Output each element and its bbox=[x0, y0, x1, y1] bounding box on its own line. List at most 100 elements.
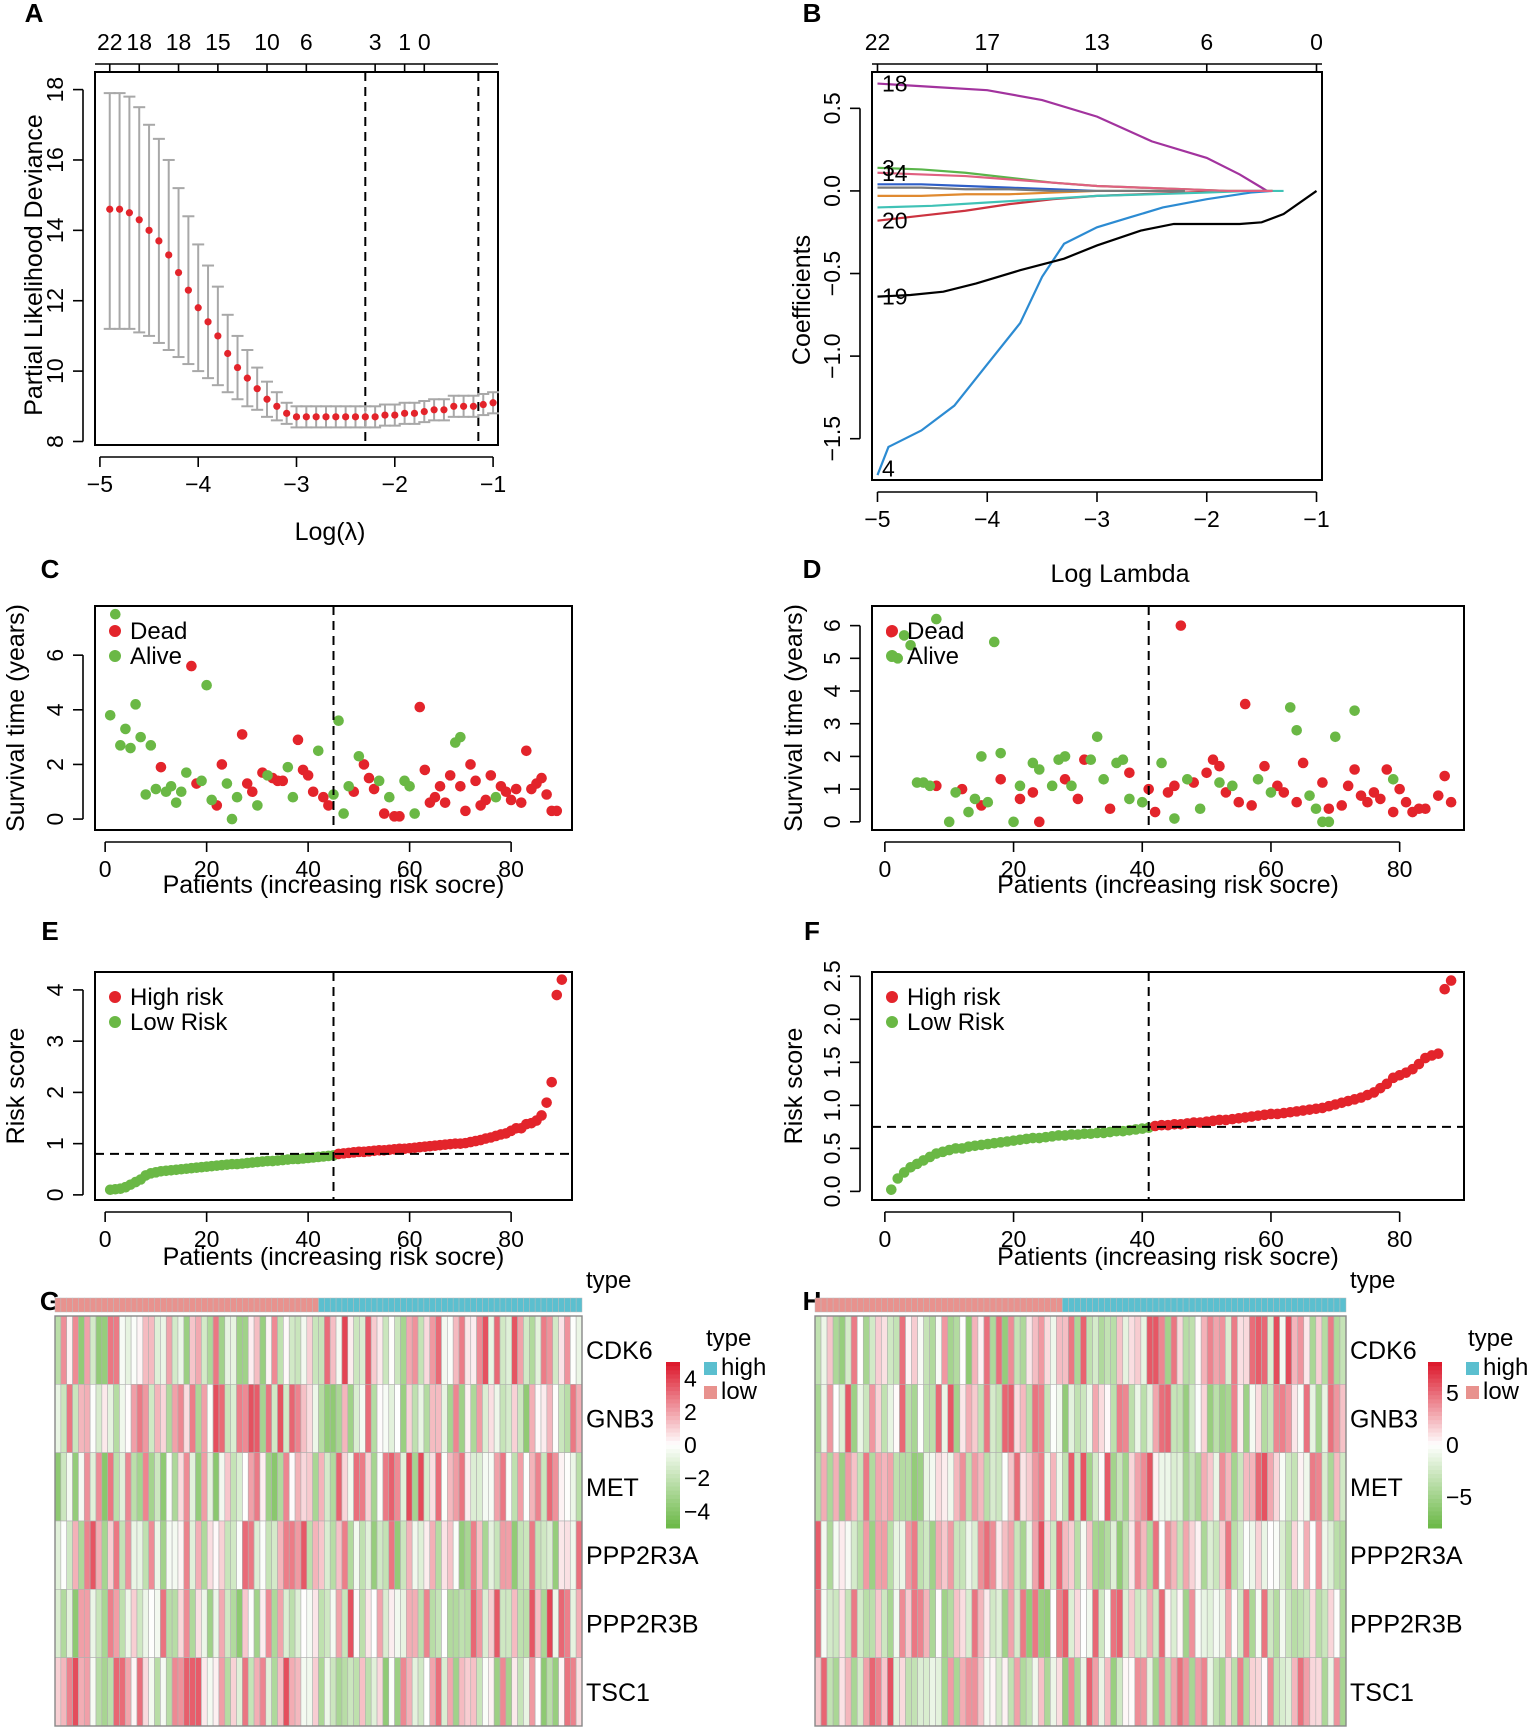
heat-cell bbox=[1068, 1520, 1075, 1590]
heat-cell bbox=[546, 1589, 554, 1658]
heat-cell bbox=[370, 1657, 378, 1727]
color-scale-step bbox=[1428, 1453, 1442, 1458]
annotation-cell bbox=[941, 1297, 948, 1313]
alive-point bbox=[373, 775, 385, 787]
heat-cell bbox=[534, 1589, 542, 1658]
mean-point bbox=[135, 216, 143, 224]
annotation-cell bbox=[224, 1297, 231, 1313]
heat-cell bbox=[1176, 1589, 1184, 1658]
heat-cell bbox=[1068, 1657, 1075, 1727]
color-scale-step bbox=[1428, 1515, 1442, 1521]
heat-cell bbox=[517, 1520, 524, 1590]
heat-cell bbox=[1212, 1520, 1220, 1590]
legend-marker bbox=[886, 1016, 898, 1028]
heat-cell bbox=[1080, 1452, 1087, 1522]
heat-cell bbox=[534, 1384, 542, 1453]
alive-point bbox=[140, 789, 152, 800]
x-tick-label: −3 bbox=[1084, 506, 1110, 532]
heat-cell bbox=[558, 1589, 565, 1658]
color-scale-step bbox=[1428, 1457, 1442, 1463]
heat-cell bbox=[977, 1520, 985, 1590]
color-scale-step bbox=[1428, 1507, 1442, 1512]
annotation-cell bbox=[230, 1297, 237, 1313]
heat-cell bbox=[1315, 1452, 1323, 1522]
heat-cell bbox=[1279, 1657, 1286, 1727]
heat-cell bbox=[1158, 1589, 1166, 1658]
heat-cell bbox=[441, 1315, 448, 1385]
heat-cell bbox=[929, 1384, 936, 1453]
heat-cell bbox=[1056, 1315, 1063, 1385]
heat-cell bbox=[1291, 1384, 1299, 1453]
heat-cell bbox=[400, 1589, 407, 1658]
heat-cell bbox=[1146, 1315, 1154, 1385]
annotation-cell bbox=[1243, 1297, 1250, 1313]
annotation-cell bbox=[259, 1297, 267, 1313]
heat-cell bbox=[218, 1315, 226, 1385]
heat-cell bbox=[1194, 1384, 1202, 1453]
heat-cell bbox=[546, 1520, 554, 1590]
heat-cell bbox=[165, 1315, 173, 1385]
heat-cell bbox=[1152, 1589, 1160, 1658]
heat-cell bbox=[1327, 1384, 1335, 1453]
annotation-cell bbox=[517, 1297, 524, 1313]
annotation-cell bbox=[329, 1297, 337, 1313]
heat-cell bbox=[130, 1315, 138, 1385]
annotation-cell bbox=[148, 1297, 155, 1313]
heat-cell bbox=[893, 1657, 900, 1727]
dead-point bbox=[1278, 787, 1290, 798]
heat-cell bbox=[247, 1589, 255, 1658]
heat-cell bbox=[941, 1452, 949, 1522]
heat-cell bbox=[359, 1520, 366, 1590]
heat-cell bbox=[318, 1520, 325, 1590]
dead-point bbox=[460, 805, 471, 817]
heat-cell bbox=[1243, 1589, 1250, 1658]
heat-cell bbox=[447, 1384, 454, 1453]
heat-cell bbox=[1152, 1315, 1160, 1385]
heat-cell bbox=[447, 1657, 454, 1727]
y-tick-label: −1.5 bbox=[819, 416, 845, 461]
color-scale-step bbox=[666, 1391, 680, 1396]
heat-cell bbox=[1146, 1589, 1154, 1658]
heat-cell bbox=[826, 1452, 834, 1522]
heat-cell bbox=[1164, 1315, 1172, 1385]
mean-point bbox=[224, 349, 232, 358]
color-scale-step bbox=[1428, 1370, 1442, 1375]
heat-cell bbox=[271, 1589, 278, 1658]
alive-point bbox=[226, 813, 238, 825]
heat-cell bbox=[300, 1384, 308, 1453]
alive-point bbox=[231, 791, 243, 803]
heat-cell bbox=[1007, 1315, 1015, 1385]
y-tick-label: 1 bbox=[819, 783, 845, 796]
heat-cell bbox=[881, 1452, 888, 1522]
heat-cell bbox=[929, 1452, 936, 1522]
mean-point bbox=[450, 402, 458, 410]
heat-cell bbox=[417, 1315, 425, 1385]
heat-cell bbox=[388, 1315, 395, 1385]
heat-cell bbox=[236, 1315, 243, 1385]
annotation-cell bbox=[189, 1297, 196, 1313]
heat-cell bbox=[1297, 1315, 1305, 1385]
heat-cell bbox=[124, 1384, 132, 1453]
heat-cell bbox=[1164, 1384, 1172, 1453]
heat-cell bbox=[1116, 1452, 1124, 1522]
heat-cell bbox=[306, 1315, 313, 1385]
y-tick-label: 0.0 bbox=[819, 1175, 845, 1207]
heat-cell bbox=[869, 1315, 876, 1385]
x-tick-label: 20 bbox=[1001, 856, 1027, 882]
heat-cell bbox=[971, 1589, 979, 1658]
heat-cell bbox=[941, 1384, 949, 1453]
heat-cell bbox=[1255, 1589, 1262, 1658]
heat-cell bbox=[893, 1384, 900, 1453]
heat-cell bbox=[1074, 1452, 1081, 1522]
annotation-cell bbox=[429, 1297, 436, 1313]
heat-cell bbox=[511, 1315, 518, 1385]
heat-cell bbox=[1267, 1384, 1274, 1453]
heat-cell bbox=[844, 1589, 852, 1658]
dead-point bbox=[292, 734, 304, 746]
heat-cell bbox=[947, 1589, 955, 1658]
annotation-cell bbox=[353, 1297, 360, 1313]
heat-cell bbox=[107, 1384, 114, 1453]
dead-point bbox=[434, 780, 446, 792]
heat-cell bbox=[1339, 1452, 1347, 1522]
heat-cell bbox=[844, 1657, 852, 1727]
